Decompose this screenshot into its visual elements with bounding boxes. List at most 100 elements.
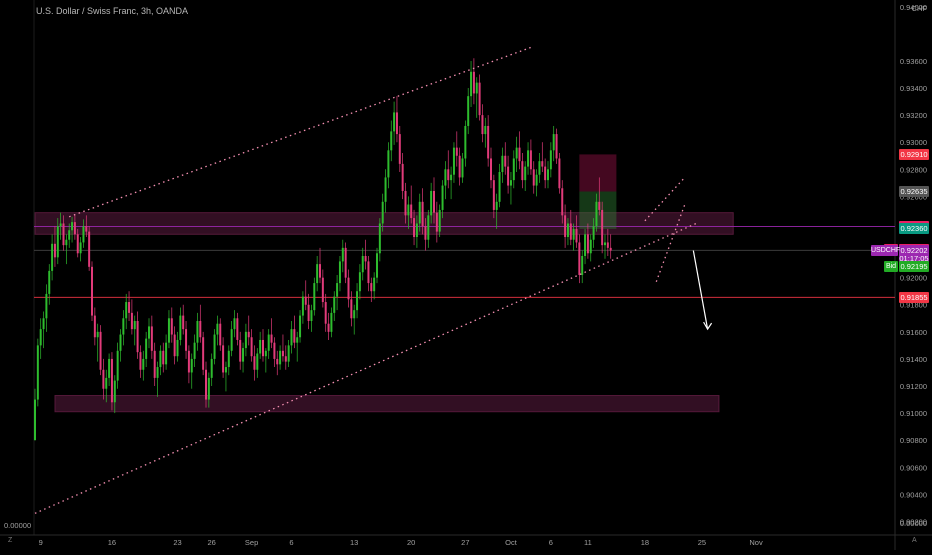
price-tag-bid: 0.92195 xyxy=(899,261,929,272)
candle-body xyxy=(173,334,176,357)
candle-body xyxy=(549,150,552,170)
candle-body xyxy=(276,358,279,365)
candle-body xyxy=(108,358,111,378)
auto-scale-icon[interactable]: A xyxy=(912,537,917,544)
timezone-icon[interactable]: Z xyxy=(8,537,13,544)
candle-body xyxy=(415,223,418,238)
candle-body xyxy=(601,209,604,246)
candle-body xyxy=(230,329,233,351)
candle-body xyxy=(504,155,507,167)
time-axis[interactable]: 9 16 23 26 Sep 6 13 20 27 Oct 6 11 18 25 Nov xyxy=(39,538,763,547)
candle-body xyxy=(509,180,512,186)
price-tick-label: 0.00000 xyxy=(900,519,927,528)
price-tick-label: 0.90400 xyxy=(900,490,927,499)
candle-body xyxy=(330,312,333,332)
time-tick-label: Nov xyxy=(749,538,763,547)
time-tick-label: 11 xyxy=(584,538,592,547)
candle-body xyxy=(595,201,598,227)
time-tick-label: 23 xyxy=(173,538,181,547)
candle-body xyxy=(344,247,347,278)
candle-body xyxy=(575,228,578,243)
candle-body xyxy=(196,321,199,343)
candles-layer xyxy=(34,58,612,441)
candle-body xyxy=(373,277,376,292)
candle-body xyxy=(584,234,587,256)
candle-body xyxy=(222,345,225,373)
candle-body xyxy=(179,315,182,340)
wedge-lower-line xyxy=(655,204,686,282)
candle-body xyxy=(555,134,558,159)
candle-body xyxy=(162,350,165,365)
candle-body xyxy=(358,272,361,292)
candle-body xyxy=(501,155,504,173)
candle-body xyxy=(304,296,307,305)
time-tick-label: 26 xyxy=(208,538,216,547)
candle-body xyxy=(495,201,498,210)
candle-body xyxy=(341,247,344,262)
time-tick-label: 16 xyxy=(108,538,116,547)
candle-body xyxy=(361,255,364,273)
candle-body xyxy=(472,71,475,94)
candle-body xyxy=(48,270,51,294)
candle-body xyxy=(76,234,79,254)
candle-body xyxy=(461,158,464,178)
price-tick-label: 0.90800 xyxy=(900,436,927,445)
candle-body xyxy=(481,115,484,135)
candle-body xyxy=(564,215,567,238)
candle-body xyxy=(233,318,236,330)
time-tick-label: 18 xyxy=(641,538,649,547)
candle-body xyxy=(395,112,398,135)
price-tick-label: 0.91800 xyxy=(900,301,927,310)
candle-body xyxy=(68,230,71,240)
candle-body xyxy=(578,242,581,275)
price-tick-label: 0.91400 xyxy=(900,355,927,364)
price-tag-symbol: 0.92202 xyxy=(899,245,929,256)
forecast-arrow-shaft xyxy=(692,250,709,330)
position-target-area xyxy=(579,191,617,229)
candle-body xyxy=(381,201,384,224)
time-tick-label: Sep xyxy=(245,538,258,547)
zones-layer xyxy=(34,212,734,413)
candle-body xyxy=(102,369,105,389)
candle-body xyxy=(364,255,367,262)
side-label-bid: Bid xyxy=(884,261,898,272)
zone-1 xyxy=(54,394,720,413)
candle-body xyxy=(338,261,341,284)
position-layer xyxy=(579,154,617,229)
price-tick-label: 0.93200 xyxy=(900,111,927,120)
candle-body xyxy=(301,296,304,316)
candle-body xyxy=(34,399,36,441)
candle-body xyxy=(51,243,54,271)
candle-body xyxy=(59,223,62,227)
candle-body xyxy=(370,283,373,292)
candle-body xyxy=(378,223,381,254)
candle-body xyxy=(424,226,427,240)
candle-body xyxy=(79,242,82,254)
candle-body xyxy=(39,329,42,346)
symbol-title[interactable]: U.S. Dollar / Swiss Franc, 3h, OANDA xyxy=(36,6,189,16)
candle-body xyxy=(96,331,99,338)
candle-body xyxy=(91,266,93,316)
candle-body xyxy=(410,204,413,219)
price-tick-label: 0.91000 xyxy=(900,409,927,418)
channel-upper-line xyxy=(68,46,532,218)
candle-body xyxy=(185,329,188,351)
candle-body xyxy=(421,201,424,227)
candle-body xyxy=(547,169,549,181)
price-tag-plain: 0.92360 xyxy=(899,223,929,234)
time-tick-label: 27 xyxy=(461,538,469,547)
price-tick-label: 0.93400 xyxy=(900,84,927,93)
candle-body xyxy=(207,377,210,400)
candle-body xyxy=(384,177,387,202)
candle-body xyxy=(93,315,96,338)
horizontal-lines-layer xyxy=(34,226,895,298)
candle-body xyxy=(88,231,91,267)
candle-body xyxy=(299,315,302,338)
candle-body xyxy=(224,367,227,373)
candle-body xyxy=(470,71,473,97)
candle-body xyxy=(73,222,76,235)
candle-body xyxy=(313,283,316,311)
candle-body xyxy=(604,242,606,246)
